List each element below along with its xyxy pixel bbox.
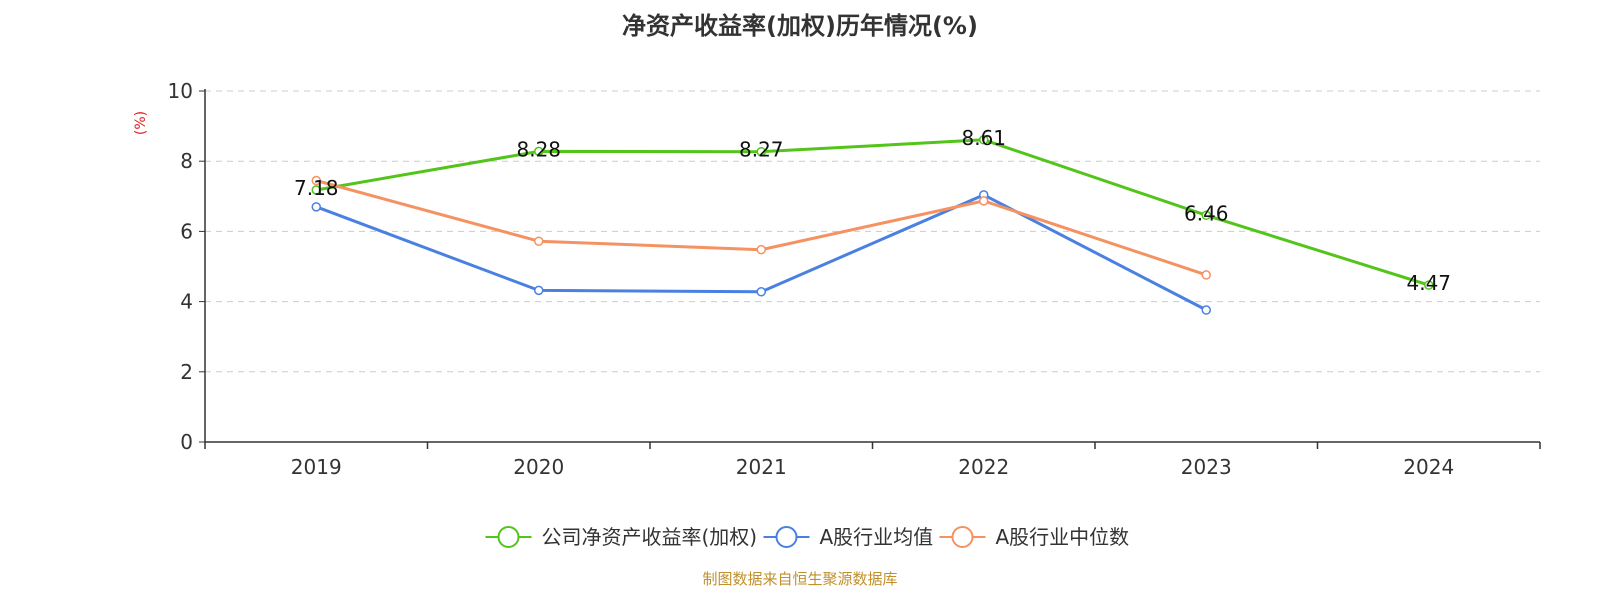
x-tick-label-2019: 2019 xyxy=(291,455,342,479)
legend-item-1[interactable]: A股行业均值 xyxy=(763,525,934,549)
series-0-point-2023[interactable] xyxy=(1201,210,1211,221)
series-0-point-2022[interactable] xyxy=(979,135,989,145)
series-line-0 xyxy=(316,138,1430,287)
series-2-point-2023[interactable] xyxy=(1201,270,1211,280)
y-tick-label-2: 2 xyxy=(180,360,193,384)
series-line-2 xyxy=(315,179,1207,277)
data-label-2019: 7.18 xyxy=(294,176,339,200)
legend-swatch-marker-1 xyxy=(775,526,798,548)
series-2-point-2019[interactable] xyxy=(311,175,321,186)
legend-label-0: 公司净资产收益率(加权) xyxy=(542,525,758,549)
y-axis-label: (%) xyxy=(133,111,149,135)
x-tick-label-2022: 2022 xyxy=(958,455,1009,479)
data-label-2022: 8.61 xyxy=(961,126,1006,150)
series-layer xyxy=(311,135,1434,315)
legend-item-2[interactable]: A股行业中位数 xyxy=(939,525,1130,549)
y-tick-label-8: 8 xyxy=(180,149,193,173)
y-tick-label-6: 6 xyxy=(180,219,193,243)
series-1-point-2020[interactable] xyxy=(534,285,544,296)
x-tick-label-2020: 2020 xyxy=(513,455,564,479)
x-tick-label-2021: 2021 xyxy=(736,455,787,479)
axis-layer: 0 2 4 6 8 10 2019 2020 2021 2022 2023 2024 xyxy=(168,79,1541,479)
series-2-point-2021[interactable] xyxy=(756,244,766,255)
legend-label-2: A股行业中位数 xyxy=(996,525,1130,549)
y-tick-label-0: 0 xyxy=(180,430,193,454)
series-1-point-2019[interactable] xyxy=(311,202,321,212)
series-0-point-2019[interactable] xyxy=(311,185,321,195)
data-label-2024: 4.47 xyxy=(1406,271,1451,295)
series-2-point-2020[interactable] xyxy=(534,236,544,246)
chart-title: 净资产收益率(加权)历年情况(%) xyxy=(622,12,978,40)
data-label-layer: 7.18 8.28 8.27 8.61 6.46 4.47 xyxy=(294,126,1451,295)
series-1-point-2021[interactable] xyxy=(756,287,766,297)
y-tick-label-4: 4 xyxy=(180,290,193,314)
series-2-point-2022[interactable] xyxy=(979,196,989,206)
series-0-point-2024[interactable] xyxy=(1424,280,1434,290)
legend-item-0[interactable]: 公司净资产收益率(加权) xyxy=(485,525,758,549)
data-label-2023: 6.46 xyxy=(1184,201,1229,225)
y-tick-label-10: 10 xyxy=(168,79,193,103)
data-label-2021: 8.27 xyxy=(739,138,784,162)
source-note: 制图数据来自恒生聚源数据库 xyxy=(702,570,897,588)
legend-label-1: A股行业均值 xyxy=(820,525,934,549)
grid-layer xyxy=(205,90,1540,373)
data-label-2020: 8.28 xyxy=(516,137,561,161)
legend-swatch-marker-0 xyxy=(497,526,520,548)
series-0-point-2021[interactable] xyxy=(756,146,766,157)
series-1-point-2023[interactable] xyxy=(1201,305,1211,315)
legend-swatch-marker-2 xyxy=(951,526,974,548)
x-tick-label-2023: 2023 xyxy=(1181,455,1232,479)
legend[interactable]: 公司净资产收益率(加权) A股行业均值 A股行业中位数 xyxy=(485,525,1130,549)
x-tick-label-2024: 2024 xyxy=(1403,455,1454,479)
series-0-point-2020[interactable] xyxy=(534,146,544,157)
